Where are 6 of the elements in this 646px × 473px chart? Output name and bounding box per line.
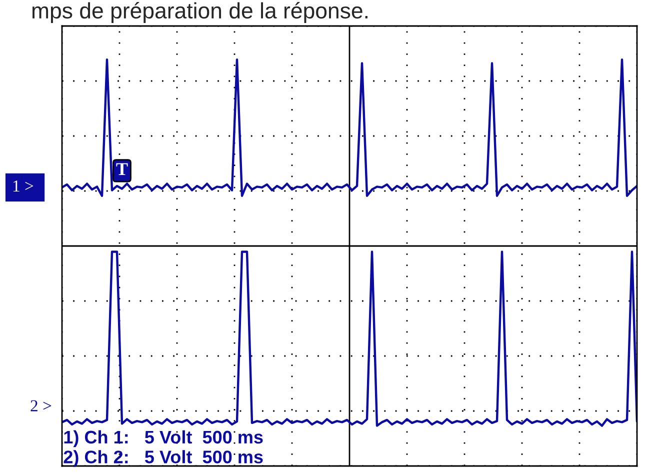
text: 1) Ch 1: 5 Volt 500 ms [64,430,263,448]
annotation: T [116,163,128,176]
series-label: 1 > [13,180,34,192]
text: 2) Ch 2: 5 Volt 500 ms [64,450,263,467]
series-label: 2 > [30,400,52,412]
chart-title: mps de préparation de la réponse. [32,2,368,23]
